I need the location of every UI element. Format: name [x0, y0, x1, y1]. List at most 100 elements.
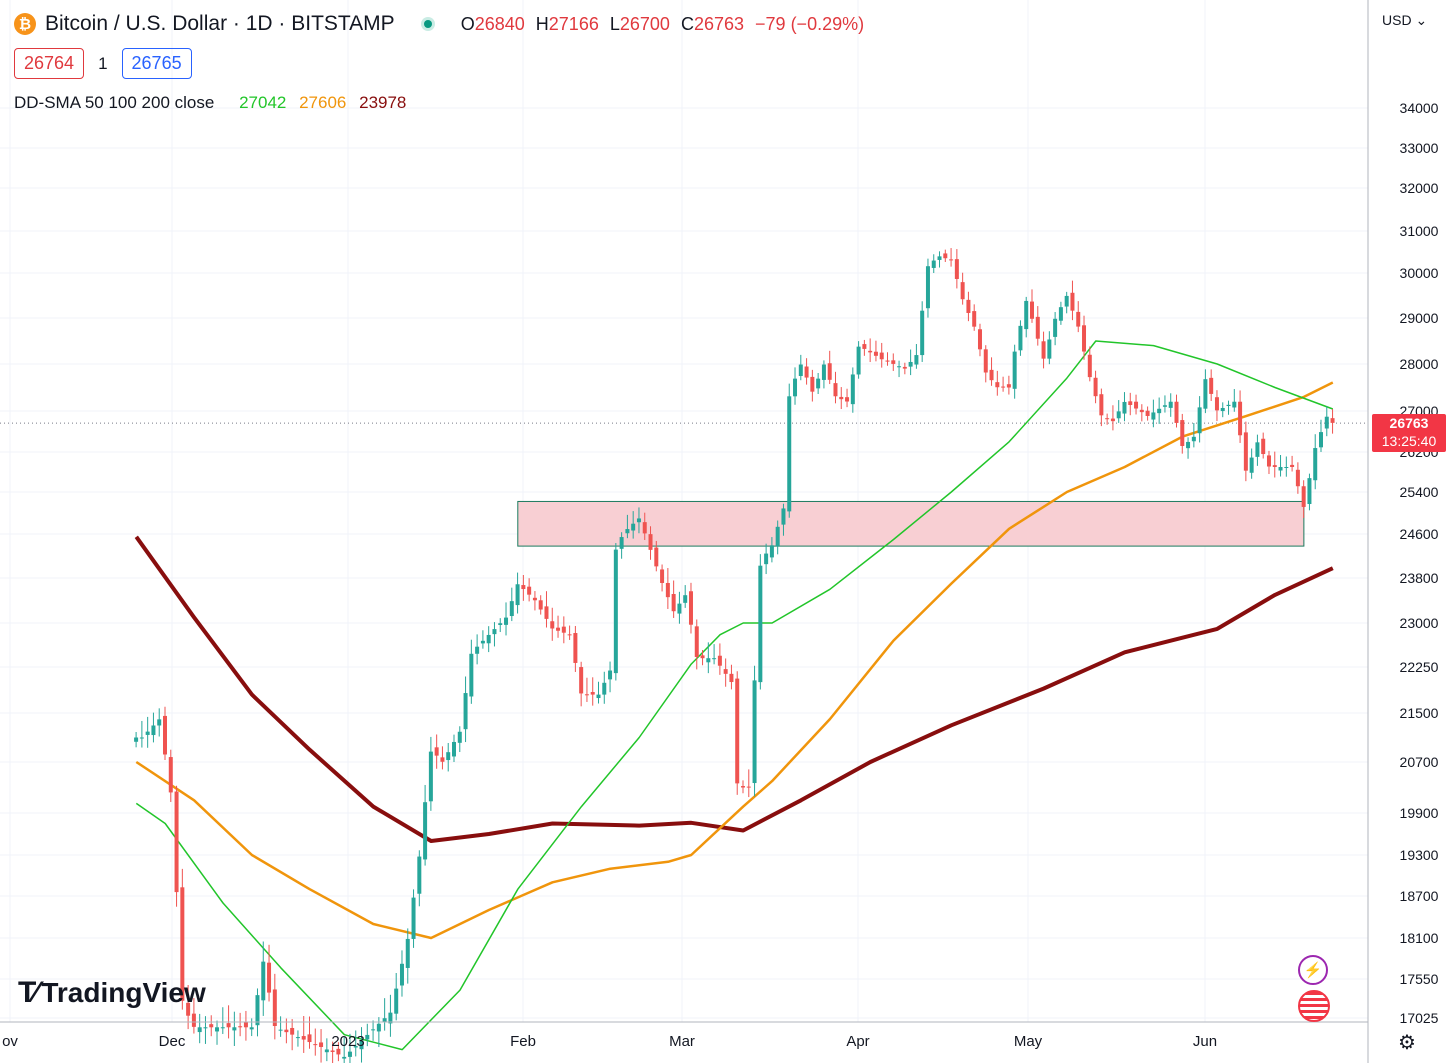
candle-body [1220, 407, 1225, 412]
sma50-value: 27042 [239, 93, 287, 112]
sma200-value: 23978 [359, 93, 407, 112]
candle-body [845, 397, 850, 402]
price-tick-label: 30000 [1400, 265, 1439, 281]
currency-label: USD [1382, 12, 1412, 28]
candle-body [1139, 409, 1144, 413]
tradingview-logo[interactable]: T⁄ TradingView [18, 976, 206, 1010]
candle-body [1272, 465, 1277, 467]
candle-body [232, 1027, 237, 1031]
candle-body [868, 350, 873, 353]
time-tick-label: Mar [669, 1033, 695, 1050]
candle-body [209, 1024, 214, 1028]
candle-body [1151, 412, 1156, 420]
candle-body [504, 617, 509, 625]
current-price-label: 26763 [1389, 415, 1429, 431]
buy-button[interactable]: 26765 [121, 48, 192, 79]
candle-body [532, 597, 537, 601]
price-tick-label: 29000 [1400, 310, 1439, 326]
candle-body [613, 549, 618, 674]
candle-body [1035, 316, 1040, 339]
candle-body [475, 646, 480, 654]
open-label: O [460, 13, 475, 34]
candle-body [821, 364, 826, 380]
candle-body [452, 741, 456, 757]
candle-body [1174, 401, 1179, 423]
candle-body [434, 747, 439, 756]
candle-body [463, 693, 468, 730]
symbol-title[interactable]: Bitcoin / U.S. Dollar · 1D · BITSTAMP [45, 12, 395, 35]
time-tick-label: Jun [1193, 1033, 1217, 1050]
indicator-name[interactable]: DD-SMA 50 100 200 close [14, 93, 215, 112]
candle-body [983, 349, 988, 373]
candle-body [469, 653, 474, 697]
candle-body [1047, 339, 1052, 359]
candle-body [272, 989, 277, 1027]
candle-body [1110, 418, 1115, 422]
candle-body [683, 595, 688, 603]
candle-body [908, 361, 913, 367]
candle-body [342, 1056, 347, 1059]
change-value: −79 (−0.29%) [755, 13, 865, 34]
us-flag-icon[interactable] [1298, 990, 1330, 1022]
price-tick-label: 17550 [1400, 971, 1439, 987]
candle-body [1243, 432, 1248, 471]
low-value: 26700 [619, 13, 670, 34]
candle-body [411, 897, 416, 939]
time-axis[interactable]: ov Dec 2023 Feb Mar Apr May Jun [0, 1021, 1368, 1050]
candle-body [1145, 410, 1150, 416]
candle-body [1232, 401, 1237, 408]
close-value: 26763 [693, 13, 745, 34]
candle-body [758, 565, 763, 683]
candle-body [492, 629, 497, 635]
candle-body [625, 529, 630, 534]
candle-body [550, 621, 555, 629]
price-tick-label: 19300 [1400, 847, 1439, 863]
lightning-icon[interactable]: ⚡ [1298, 955, 1328, 985]
candle-body [428, 751, 433, 802]
candle-body [319, 1042, 324, 1048]
candle-body [267, 962, 272, 993]
candle-body [920, 310, 925, 356]
candle-body [590, 692, 595, 695]
price-tick-label: 28000 [1400, 356, 1439, 372]
currency-selector[interactable]: USD ⌄ [1382, 12, 1427, 29]
candle-body [1197, 407, 1202, 434]
candle-body [278, 1029, 283, 1031]
price-axis[interactable]: 17025 17550 18100 18700 19300 19900 20700 21500… [1367, 0, 1439, 1063]
candle-body [567, 634, 572, 636]
candle-body [949, 259, 954, 261]
candle-body [376, 1023, 381, 1032]
candle-body [966, 299, 971, 313]
candle-body [1041, 341, 1046, 359]
candle-body [353, 1046, 358, 1048]
candle-body [1053, 318, 1058, 337]
candle-body [134, 737, 139, 742]
indicator-legend[interactable]: DD-SMA 50 100 200 close 27042 27606 2397… [14, 93, 406, 113]
settings-icon[interactable]: ⚙ [1398, 1032, 1416, 1054]
candle-body [769, 545, 774, 558]
candle-body [1024, 300, 1029, 330]
candle-body [226, 1023, 231, 1028]
candle-body [608, 670, 613, 680]
candle-body [301, 1036, 306, 1040]
candle-body [457, 731, 462, 743]
candle-body [382, 1018, 387, 1022]
candle-body [527, 586, 532, 595]
candle-body [596, 694, 601, 699]
candle-body [538, 600, 543, 610]
candle-body [330, 1050, 335, 1052]
candle-body [163, 715, 167, 755]
candle-body [1012, 351, 1017, 389]
candle-body [1290, 464, 1295, 467]
sell-button[interactable]: 26764 [14, 48, 85, 79]
market-status-icon[interactable] [420, 17, 435, 31]
candle-body [197, 1027, 202, 1033]
candle-body [741, 786, 745, 788]
candle-body [1186, 441, 1191, 449]
time-tick-label: May [1014, 1033, 1043, 1050]
candle-body [1324, 416, 1329, 429]
sma200-path [134, 535, 1334, 843]
candle-body [729, 673, 734, 683]
candle-body [203, 1027, 208, 1029]
